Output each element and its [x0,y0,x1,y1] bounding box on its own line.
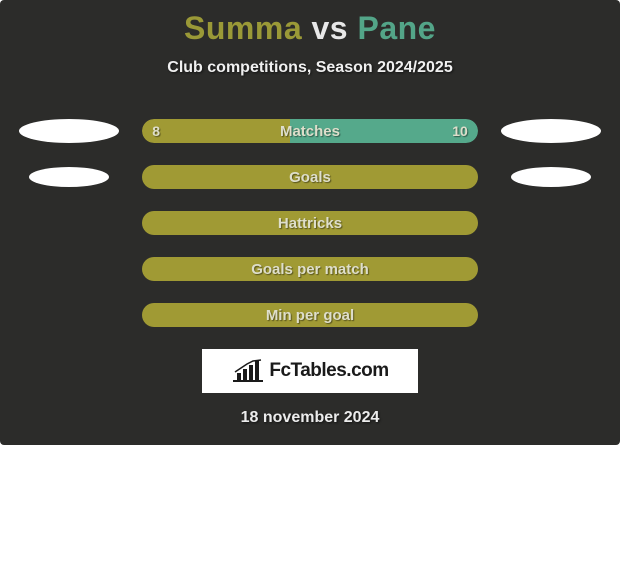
bar-label: Hattricks [142,211,478,235]
side-cell-left [0,167,138,187]
avatar-oval-right-0 [501,119,601,143]
subtitle: Club competitions, Season 2024/2025 [0,59,620,77]
bar-label: Min per goal [142,303,478,327]
bar-label: Goals [142,165,478,189]
stats-card: Summa vs Pane Club competitions, Season … [0,0,620,445]
logo-text: FcTables.com [269,360,388,382]
side-cell-left [0,119,138,143]
stat-row-matches: 8 Matches 10 [0,119,620,143]
avatar-oval-left-1 [29,167,109,187]
stat-row-hattricks: Hattricks [0,211,620,235]
stat-bar-mpg: Min per goal [142,303,478,327]
chart-icon [231,359,265,383]
stat-row-gpm: Goals per match [0,257,620,281]
stat-row-goals: Goals [0,165,620,189]
avatar-oval-left-0 [19,119,119,143]
blank-area [0,445,620,580]
title-player2: Pane [357,10,435,46]
bar-label: Goals per match [142,257,478,281]
stat-bar-hattricks: Hattricks [142,211,478,235]
title-vs: vs [312,10,349,46]
logo[interactable]: FcTables.com [202,349,418,393]
side-cell-right [482,167,620,187]
avatar-oval-right-1 [511,167,591,187]
stat-rows: 8 Matches 10 Goals Hattr [0,119,620,327]
bar-label: Matches [142,119,478,143]
stat-bar-gpm: Goals per match [142,257,478,281]
date: 18 november 2024 [0,409,620,427]
title-player1: Summa [184,10,302,46]
title: Summa vs Pane [0,0,620,47]
stat-row-mpg: Min per goal [0,303,620,327]
stat-bar-goals: Goals [142,165,478,189]
bar-value-right: 10 [452,119,468,143]
side-cell-right [482,119,620,143]
stat-bar-matches: 8 Matches 10 [142,119,478,143]
